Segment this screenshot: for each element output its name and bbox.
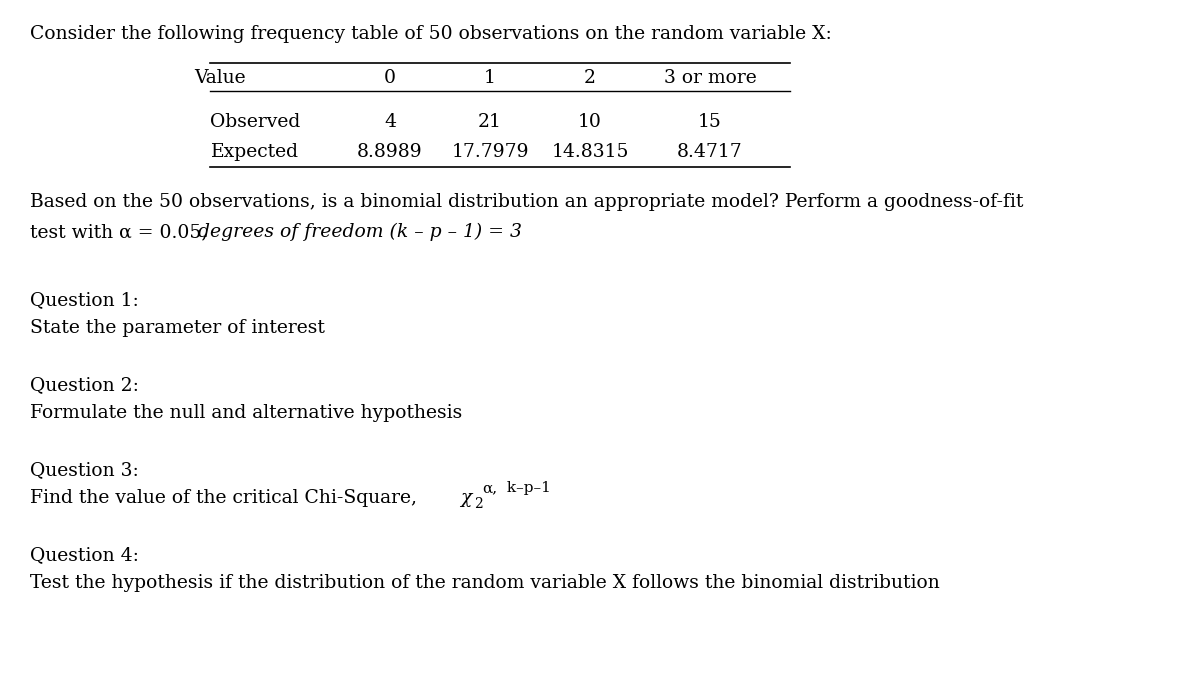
Text: 21: 21 — [478, 113, 502, 131]
Text: Question 4:: Question 4: — [30, 546, 139, 564]
Text: State the parameter of interest: State the parameter of interest — [30, 319, 325, 337]
Text: degrees of freedom (k – p – 1) = 3: degrees of freedom (k – p – 1) = 3 — [198, 223, 522, 241]
Text: 14.8315: 14.8315 — [551, 143, 629, 161]
Text: Consider the following frequency table of 50 observations on the random variable: Consider the following frequency table o… — [30, 25, 832, 43]
Text: 1: 1 — [484, 69, 496, 87]
Text: Question 3:: Question 3: — [30, 461, 139, 479]
Text: χ: χ — [460, 489, 472, 507]
Text: Formulate the null and alternative hypothesis: Formulate the null and alternative hypot… — [30, 404, 462, 422]
Text: Value: Value — [194, 69, 246, 87]
Text: 8.8989: 8.8989 — [358, 143, 422, 161]
Text: 2: 2 — [584, 69, 596, 87]
Text: test with α = 0.05,: test with α = 0.05, — [30, 223, 214, 241]
Text: 8.4717: 8.4717 — [677, 143, 743, 161]
Text: Question 2:: Question 2: — [30, 376, 139, 394]
Text: Question 1:: Question 1: — [30, 291, 139, 309]
Text: Based on the 50 observations, is a binomial distribution an appropriate model? P: Based on the 50 observations, is a binom… — [30, 193, 1024, 211]
Text: k–p–1: k–p–1 — [502, 481, 551, 495]
Text: α,: α, — [482, 481, 497, 495]
Text: Expected: Expected — [211, 143, 299, 161]
Text: 15: 15 — [698, 113, 722, 131]
Text: 4: 4 — [384, 113, 396, 131]
Text: 0: 0 — [384, 69, 396, 87]
Text: Test the hypothesis if the distribution of the random variable X follows the bin: Test the hypothesis if the distribution … — [30, 574, 940, 592]
Text: 17.7979: 17.7979 — [451, 143, 529, 161]
Text: 10: 10 — [578, 113, 602, 131]
Text: 2: 2 — [474, 497, 482, 511]
Text: Find the value of the critical Chi-Square,: Find the value of the critical Chi-Squar… — [30, 489, 424, 507]
Text: Observed: Observed — [210, 113, 300, 131]
Text: 3 or more: 3 or more — [664, 69, 756, 87]
